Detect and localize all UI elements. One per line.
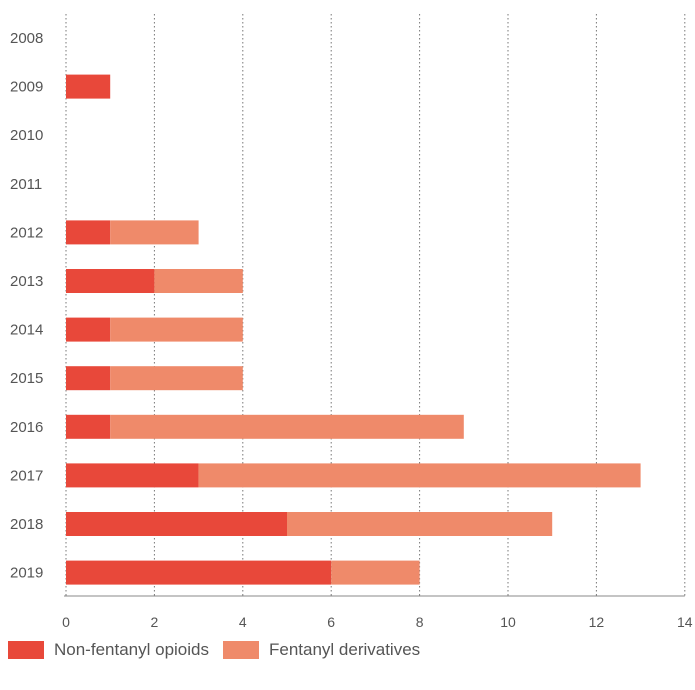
legend-item-fentanyl: Fentanyl derivatives	[222, 640, 421, 660]
legend-swatch-fentanyl	[222, 641, 259, 659]
category-label-2019: 2019	[10, 565, 43, 582]
category-label-2011: 2011	[10, 176, 42, 193]
bar-2013-series-1	[154, 269, 243, 293]
category-label-2010: 2010	[10, 127, 43, 144]
bar-2015-series-1	[110, 366, 243, 391]
category-label-2017: 2017	[10, 467, 43, 484]
bar-2016-series-1	[110, 414, 464, 439]
category-label-2014: 2014	[10, 322, 43, 339]
category-label-2012: 2012	[10, 224, 43, 241]
bar-2015-series-0	[66, 366, 111, 391]
bar-2017-series-0	[66, 463, 199, 488]
legend-swatch-non-fentanyl	[8, 641, 44, 659]
category-label-2016: 2016	[10, 419, 43, 436]
category-label-2018: 2018	[10, 516, 43, 533]
x-tick-label-12: 12	[589, 614, 605, 630]
x-tick-label-0: 0	[62, 614, 70, 630]
x-tick-label-4: 4	[239, 614, 247, 630]
x-tick-label-14: 14	[677, 614, 693, 630]
bar-2014-series-0	[66, 317, 111, 342]
legend-item-non-fentanyl: Non-fentanyl opioids	[8, 640, 209, 660]
category-label-2013: 2013	[10, 273, 43, 290]
bar-2012-series-0	[66, 220, 111, 245]
x-tick-label-2: 2	[151, 614, 159, 630]
legend-label-non-fentanyl: Non-fentanyl opioids	[54, 640, 209, 659]
bar-2019-series-0	[66, 560, 332, 585]
category-label-2008: 2008	[10, 30, 43, 47]
x-tick-label-6: 6	[327, 614, 335, 630]
category-label-2015: 2015	[10, 370, 43, 387]
x-tick-label-8: 8	[416, 614, 424, 630]
bar-2016-series-0	[66, 414, 111, 439]
bar-2017-series-1	[198, 463, 641, 488]
bar-2018-series-1	[287, 512, 553, 536]
bar-2014-series-1	[110, 317, 243, 342]
legend: Non-fentanyl opioids Fentanyl derivative…	[8, 640, 420, 660]
category-label-2009: 2009	[10, 79, 43, 96]
bar-2012-series-1	[110, 220, 199, 245]
x-tick-label-10: 10	[500, 614, 516, 630]
bar-2019-series-1	[331, 560, 420, 585]
bar-2013-series-0	[66, 269, 155, 293]
bar-2018-series-0	[66, 512, 287, 536]
legend-label-fentanyl: Fentanyl derivatives	[268, 640, 421, 659]
bar-2009-series-0	[66, 74, 111, 99]
